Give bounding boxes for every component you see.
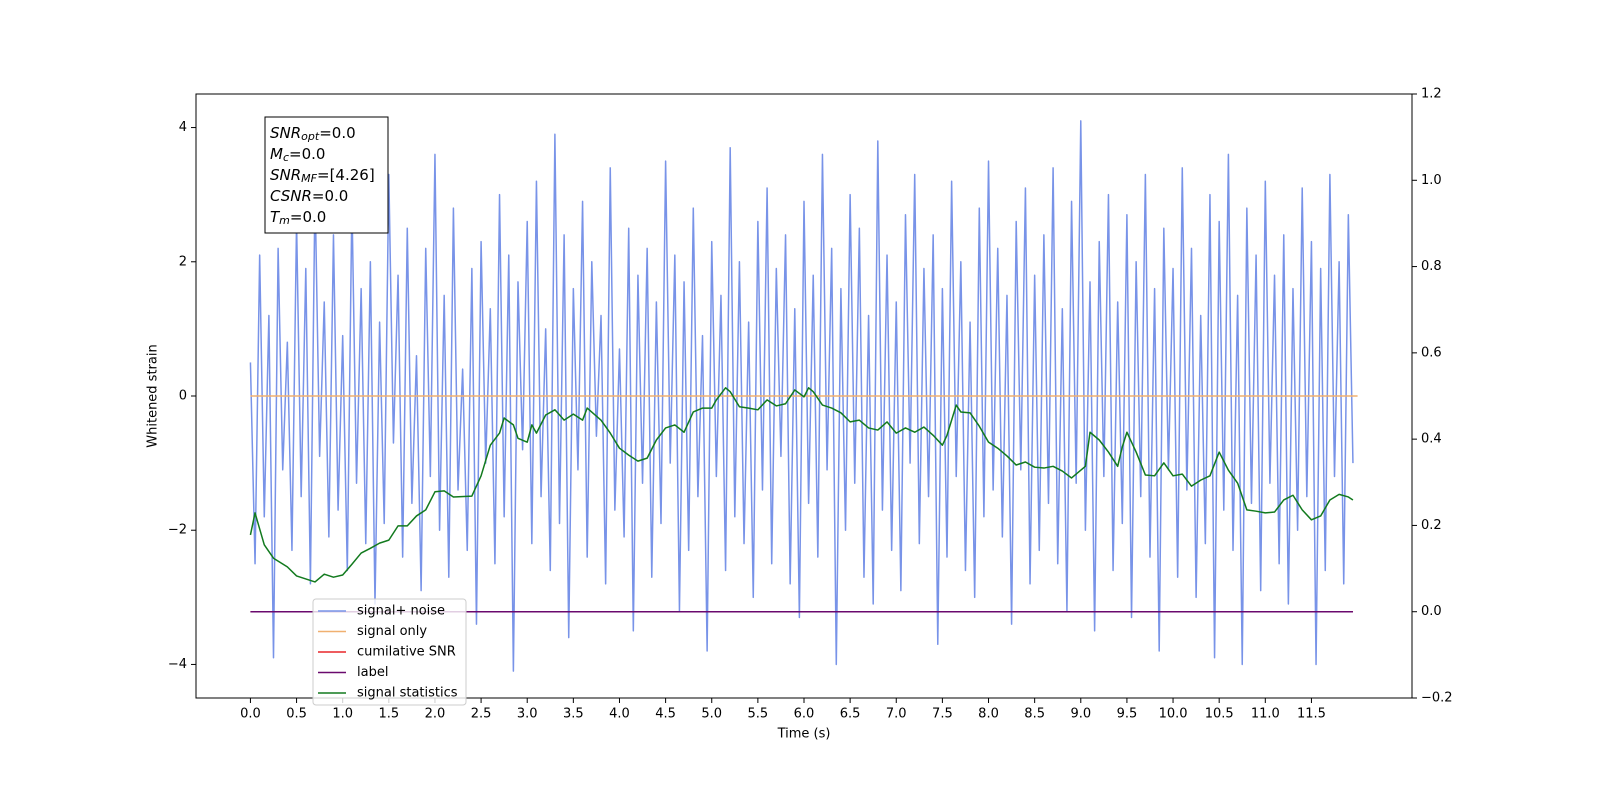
x-tick-label: 7.5	[932, 707, 953, 722]
annotation-frame	[264, 116, 389, 234]
x-tick-label: 10.5	[1205, 707, 1234, 722]
y2-tick-label: 1.2	[1421, 87, 1442, 102]
annotation-base: SNR	[270, 166, 301, 184]
annotation-rest: =0.0	[289, 145, 325, 163]
x-tick-label: 10.0	[1159, 707, 1188, 722]
y2-tick-label: −0.2	[1421, 691, 1453, 706]
y-tick-label: −2	[168, 523, 187, 538]
y-tick-label: 0	[179, 389, 187, 404]
x-tick-label: 3.5	[563, 707, 584, 722]
legend-label: signal statistics	[357, 686, 458, 701]
y-tick-label: −4	[168, 657, 187, 672]
x-tick-label: 0.5	[286, 707, 307, 722]
x-tick-label: 11.5	[1297, 707, 1326, 722]
legend-frame	[312, 598, 467, 706]
annotation-base: T	[270, 208, 281, 226]
x-tick-label: 8.0	[978, 707, 999, 722]
annotation-sub: c	[283, 151, 289, 164]
x-tick-label: 5.5	[748, 707, 769, 722]
x-tick-label: 1.0	[332, 707, 353, 722]
series-line	[249, 120, 1354, 672]
x-tick-label: 4.5	[655, 707, 676, 722]
x-tick-label: 3.0	[517, 707, 538, 722]
annotation-text: CSNR=0.0	[270, 187, 348, 205]
annotation-sub: opt	[301, 130, 320, 143]
y2-tick-label: 0.8	[1421, 259, 1442, 274]
legend: signal+ noise signal only cumilative SNR la…	[312, 598, 467, 706]
y2-tick-label: 0.6	[1421, 345, 1442, 360]
y2-tick-label: 0.2	[1421, 518, 1442, 533]
annotation-rest: =0.0	[319, 124, 355, 142]
y2-tick-label: 0.4	[1421, 432, 1442, 447]
annotation-sub: m	[279, 214, 290, 227]
annotation-box: SNRopt=0.0Mc=0.0SNRMF=[4.26]CSNR=0.0Tm=0…	[264, 116, 389, 234]
x-tick-label: 9.0	[1070, 707, 1091, 722]
y2-tick-label: 1.0	[1421, 173, 1442, 188]
x-tick-label: 4.0	[609, 707, 630, 722]
y2-tick-label: 0.0	[1421, 604, 1442, 619]
x-axis-label: Time (s)	[777, 727, 831, 742]
annotation-text: SNRMF=[4.26]	[270, 166, 375, 186]
x-tick-label: 6.5	[840, 707, 861, 722]
legend-label: cumilative SNR	[357, 645, 456, 660]
annotation-text: Mc=0.0	[270, 145, 325, 165]
y-axis-label: Whitened strain	[146, 344, 161, 447]
x-tick-label: 8.5	[1024, 707, 1045, 722]
annotation-base: M	[270, 145, 283, 163]
x-tick-label: 2.0	[425, 707, 446, 722]
x-tick-label: 11.0	[1251, 707, 1280, 722]
legend-label: signal+ noise	[357, 604, 445, 619]
x-tick-label: 2.5	[471, 707, 492, 722]
y-tick-label: 4	[179, 120, 187, 135]
annotation-text: SNRopt=0.0	[270, 124, 356, 144]
annotation-base: CSNR	[270, 187, 312, 205]
annotation-sub: MF	[301, 172, 317, 185]
x-tick-label: 5.0	[701, 707, 722, 722]
x-tick-label: 0.0	[240, 707, 261, 722]
legend-label: signal only	[357, 624, 427, 639]
series-line	[249, 387, 1354, 583]
annotation-rest: =0.0	[290, 208, 326, 226]
x-tick-label: 7.0	[886, 707, 907, 722]
legend-label: label	[357, 665, 388, 680]
annotation-base: SNR	[270, 124, 301, 142]
x-tick-label: 9.5	[1117, 707, 1138, 722]
annotation-rest: =0.0	[312, 187, 348, 205]
annotation-rest: =[4.26]	[317, 166, 375, 184]
x-tick-label: 1.5	[378, 707, 399, 722]
x-tick-label: 6.0	[794, 707, 815, 722]
annotation-text: Tm=0.0	[270, 208, 326, 228]
y-tick-label: 2	[179, 254, 187, 269]
